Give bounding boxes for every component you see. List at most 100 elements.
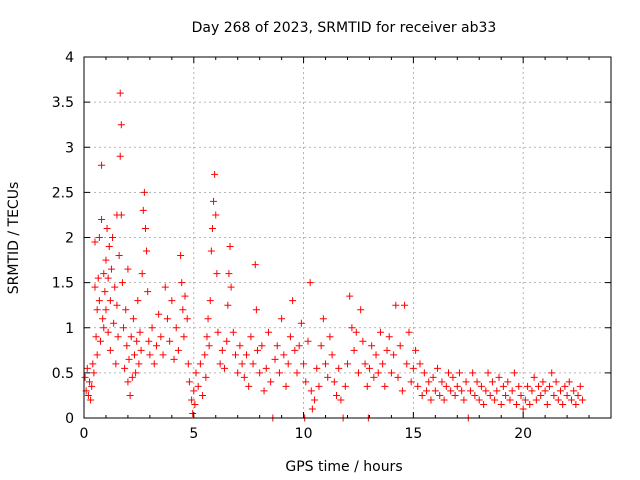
- data-point: [539, 378, 547, 386]
- data-point: [532, 396, 540, 404]
- data-markers: [81, 89, 586, 422]
- x-tick-label: 10: [295, 426, 313, 442]
- data-point: [104, 328, 112, 336]
- data-point: [455, 369, 463, 377]
- data-point: [155, 310, 163, 318]
- y-tick-label: 1.5: [52, 276, 74, 292]
- data-point: [106, 346, 114, 354]
- data-point: [138, 270, 146, 278]
- data-point: [89, 360, 97, 368]
- data-point: [396, 342, 404, 350]
- data-point: [218, 346, 226, 354]
- data-point: [199, 391, 207, 399]
- data-point: [480, 400, 488, 408]
- data-point: [504, 378, 512, 386]
- data-point: [546, 382, 554, 390]
- data-point: [429, 373, 437, 381]
- data-point: [211, 170, 219, 178]
- data-point: [109, 234, 117, 241]
- data-point: [238, 360, 246, 368]
- data-point: [420, 369, 428, 377]
- data-point: [346, 292, 354, 300]
- data-point: [354, 369, 362, 377]
- data-point: [168, 297, 176, 305]
- data-point: [172, 324, 180, 332]
- data-point: [526, 400, 534, 408]
- data-point: [308, 405, 316, 413]
- data-point: [134, 297, 142, 305]
- data-point: [249, 360, 257, 368]
- data-point: [102, 306, 110, 314]
- data-point: [139, 206, 147, 214]
- data-point: [460, 396, 468, 404]
- data-point: [127, 333, 135, 341]
- data-point: [368, 342, 376, 350]
- data-point: [117, 121, 125, 129]
- data-point: [376, 328, 384, 336]
- data-point: [161, 283, 169, 291]
- data-point: [256, 369, 264, 377]
- data-point: [124, 378, 132, 386]
- data-point: [282, 382, 290, 390]
- data-point: [458, 387, 466, 395]
- data-point: [513, 400, 521, 408]
- data-point: [236, 342, 244, 350]
- data-point: [264, 328, 272, 336]
- data-point: [409, 364, 417, 372]
- data-point: [447, 387, 455, 395]
- data-point: [110, 319, 118, 327]
- data-point: [92, 333, 100, 341]
- data-point: [93, 351, 101, 359]
- data-point: [486, 391, 494, 399]
- data-point: [146, 351, 154, 359]
- data-point: [141, 224, 149, 232]
- y-tick-label: 3: [65, 140, 74, 156]
- data-point: [170, 355, 178, 363]
- data-point: [123, 342, 131, 350]
- data-point: [115, 252, 123, 260]
- data-point: [95, 234, 103, 241]
- data-point: [178, 279, 186, 287]
- x-tick-labels: 0 5 10 15 20: [80, 426, 533, 442]
- data-point: [431, 387, 439, 395]
- data-point: [190, 387, 198, 395]
- data-point: [191, 400, 199, 408]
- data-point: [379, 360, 387, 368]
- data-point: [574, 391, 582, 399]
- data-point: [567, 396, 575, 404]
- data-point: [90, 369, 98, 377]
- data-point: [183, 315, 191, 323]
- data-point: [226, 243, 234, 251]
- data-point: [194, 382, 202, 390]
- data-point: [418, 391, 426, 399]
- data-point: [204, 315, 212, 323]
- data-point: [234, 369, 242, 377]
- data-point: [179, 306, 187, 314]
- data-point: [124, 265, 132, 273]
- data-point: [122, 306, 130, 314]
- data-point: [556, 387, 564, 395]
- data-point: [405, 328, 413, 336]
- y-tick-label: 1: [65, 321, 74, 337]
- data-point: [401, 301, 409, 309]
- data-point: [423, 387, 431, 395]
- data-point: [341, 382, 349, 390]
- data-point: [306, 279, 314, 287]
- data-point: [508, 387, 516, 395]
- data-point: [561, 382, 569, 390]
- data-point: [177, 252, 185, 260]
- data-point: [242, 351, 250, 359]
- data-point: [232, 351, 240, 359]
- data-point: [96, 337, 104, 345]
- data-point: [118, 279, 126, 287]
- data-point: [488, 378, 496, 386]
- data-point: [302, 378, 310, 386]
- data-point: [251, 261, 259, 269]
- data-point: [91, 283, 99, 291]
- data-point: [144, 288, 152, 296]
- data-point: [112, 360, 120, 368]
- data-point: [145, 337, 153, 345]
- data-point: [133, 337, 141, 345]
- data-point: [394, 373, 402, 381]
- data-point: [537, 391, 545, 399]
